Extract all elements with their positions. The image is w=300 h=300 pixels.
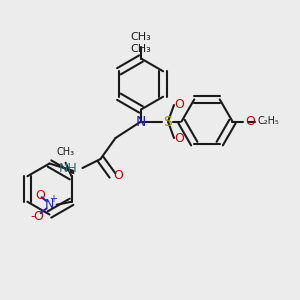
Text: O: O [175, 131, 184, 145]
Text: CH₃: CH₃ [56, 147, 75, 157]
Text: O: O [175, 98, 184, 112]
Text: -: - [30, 210, 35, 223]
Text: O: O [35, 189, 45, 202]
Text: N: N [136, 115, 146, 128]
Text: CH₃: CH₃ [130, 32, 152, 42]
Text: S: S [164, 115, 172, 128]
Text: O: O [113, 169, 123, 182]
Text: O: O [34, 210, 44, 223]
Text: NH: NH [59, 161, 78, 175]
Text: N: N [44, 198, 54, 211]
Text: C₂H₅: C₂H₅ [258, 116, 280, 127]
Text: CH₃: CH₃ [130, 44, 152, 55]
Text: O: O [245, 115, 255, 128]
Text: +: + [49, 194, 57, 204]
